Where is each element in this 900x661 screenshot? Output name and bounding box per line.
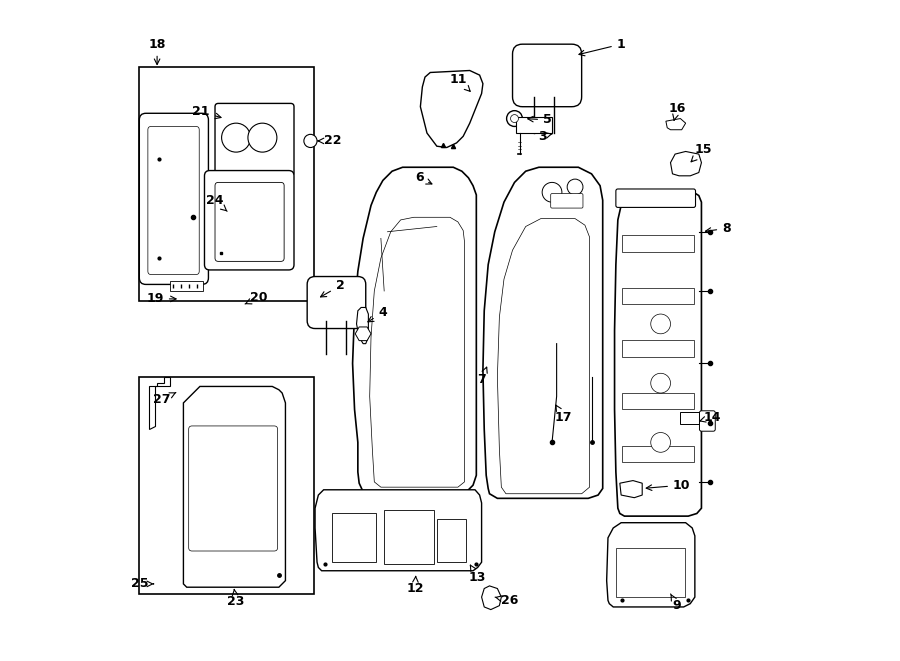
- Circle shape: [542, 182, 562, 202]
- Text: 5: 5: [527, 114, 552, 126]
- Polygon shape: [615, 192, 701, 516]
- Polygon shape: [670, 151, 701, 176]
- Polygon shape: [370, 217, 464, 487]
- Text: 13: 13: [469, 565, 486, 584]
- FancyBboxPatch shape: [204, 171, 294, 270]
- Bar: [623, 393, 694, 409]
- Circle shape: [248, 123, 277, 152]
- Text: 4: 4: [368, 306, 387, 322]
- Bar: [616, 548, 685, 597]
- FancyBboxPatch shape: [616, 189, 696, 208]
- Text: 7: 7: [477, 367, 487, 387]
- Bar: [623, 235, 694, 252]
- Polygon shape: [172, 199, 185, 220]
- Bar: [516, 116, 552, 133]
- Text: 17: 17: [554, 405, 572, 424]
- Text: 11: 11: [449, 73, 470, 91]
- Polygon shape: [356, 307, 368, 344]
- Polygon shape: [420, 71, 483, 147]
- Text: 18: 18: [148, 38, 166, 65]
- Circle shape: [651, 432, 670, 452]
- Bar: [140, 67, 314, 301]
- Bar: [436, 520, 466, 563]
- Bar: [331, 513, 376, 563]
- Text: 21: 21: [193, 106, 221, 119]
- FancyBboxPatch shape: [215, 103, 294, 176]
- Bar: [623, 288, 694, 304]
- Text: 12: 12: [407, 576, 424, 595]
- Text: 22: 22: [318, 134, 342, 147]
- Bar: [384, 510, 434, 564]
- Polygon shape: [184, 387, 285, 587]
- Text: 9: 9: [670, 594, 681, 612]
- Bar: [680, 412, 698, 424]
- Text: 23: 23: [228, 590, 245, 608]
- Text: 15: 15: [691, 143, 712, 162]
- FancyBboxPatch shape: [307, 276, 365, 329]
- Text: 3: 3: [538, 130, 552, 143]
- FancyBboxPatch shape: [215, 182, 284, 261]
- FancyBboxPatch shape: [189, 426, 277, 551]
- Text: 10: 10: [646, 479, 690, 492]
- Circle shape: [651, 373, 670, 393]
- Circle shape: [304, 134, 317, 147]
- Polygon shape: [498, 219, 590, 494]
- Text: 25: 25: [130, 578, 154, 590]
- Polygon shape: [620, 481, 643, 498]
- Polygon shape: [148, 377, 170, 429]
- FancyBboxPatch shape: [699, 410, 716, 431]
- Polygon shape: [607, 523, 695, 607]
- Circle shape: [221, 123, 250, 152]
- FancyBboxPatch shape: [140, 113, 209, 284]
- Bar: [623, 446, 694, 462]
- Polygon shape: [315, 490, 482, 570]
- Polygon shape: [483, 167, 603, 498]
- Text: 24: 24: [205, 194, 227, 212]
- Circle shape: [651, 314, 670, 334]
- Text: 27: 27: [153, 393, 176, 406]
- Bar: [140, 377, 314, 594]
- Text: 20: 20: [245, 291, 268, 304]
- Bar: [623, 340, 694, 357]
- Text: 14: 14: [700, 411, 721, 424]
- Circle shape: [507, 110, 522, 126]
- Text: 19: 19: [147, 292, 176, 305]
- Text: 6: 6: [415, 171, 432, 184]
- FancyBboxPatch shape: [512, 44, 581, 106]
- Text: 16: 16: [669, 102, 686, 120]
- Text: 1: 1: [579, 38, 626, 56]
- Polygon shape: [482, 586, 501, 609]
- Text: 2: 2: [320, 279, 345, 297]
- FancyBboxPatch shape: [148, 126, 199, 274]
- Polygon shape: [356, 327, 371, 340]
- FancyBboxPatch shape: [551, 194, 583, 208]
- Polygon shape: [353, 167, 476, 496]
- Circle shape: [567, 179, 583, 195]
- Text: 8: 8: [706, 222, 731, 235]
- Circle shape: [510, 114, 518, 122]
- Polygon shape: [666, 118, 686, 130]
- Polygon shape: [150, 575, 170, 590]
- Text: 26: 26: [495, 594, 518, 607]
- Bar: [170, 281, 203, 291]
